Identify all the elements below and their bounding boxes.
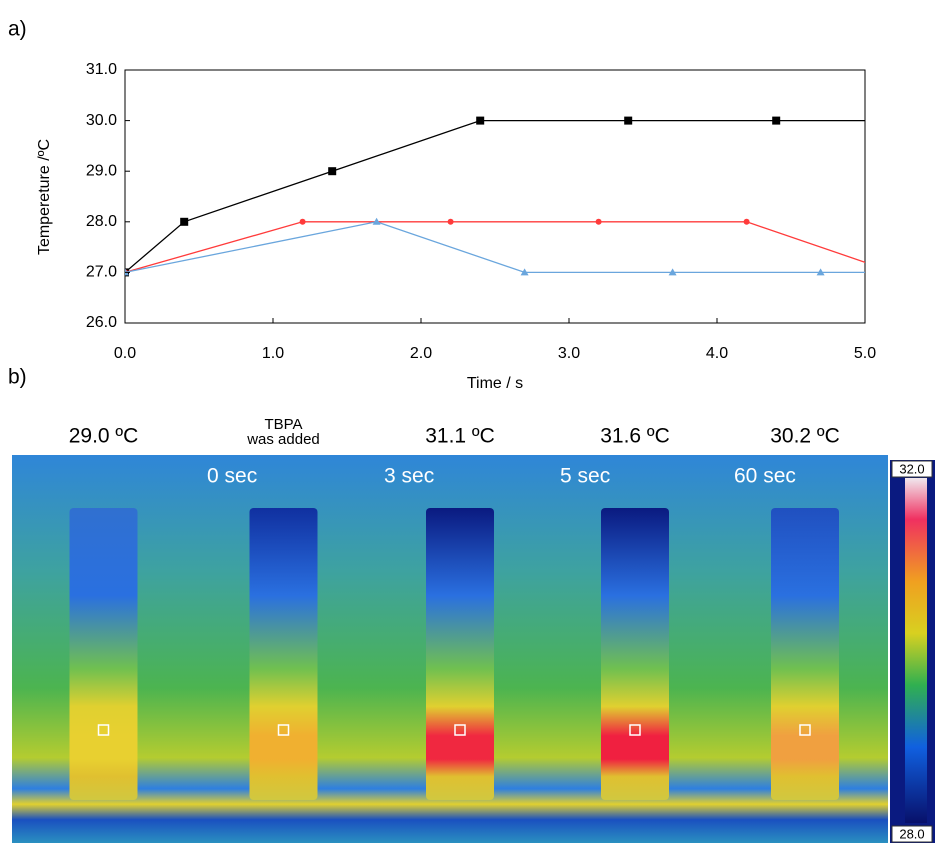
marker (892, 269, 898, 275)
plot-frame (124, 69, 866, 324)
plot-area (125, 116, 928, 277)
series-line (125, 221, 865, 274)
roi-marker (799, 724, 811, 736)
y-tick-label: 29.0 (86, 162, 117, 179)
x-tick-label: 4.0 (706, 345, 728, 362)
x-tick-label: 1.0 (262, 345, 284, 362)
scale-max: 32.0 (899, 461, 924, 476)
temperature-label: 30.2 ºC (770, 425, 840, 448)
roi-marker (629, 724, 641, 736)
scale-box (891, 825, 933, 843)
time-label: 60 sec (734, 465, 796, 488)
marker (743, 218, 750, 225)
marker (920, 117, 928, 125)
y-tick-label: 26.0 (86, 314, 117, 331)
series-line (125, 119, 865, 273)
series-line (125, 221, 865, 274)
temperature-label: 29.0 ºC (69, 425, 139, 448)
time-label: 3 sec (384, 465, 434, 488)
marker (372, 217, 381, 225)
vial (249, 508, 318, 800)
marker (624, 116, 633, 125)
x-tick-label: 0.0 (114, 345, 136, 362)
scale-box (891, 460, 933, 478)
y-tick-label: 31.0 (86, 61, 117, 78)
x-tick-label: 2.0 (410, 345, 432, 362)
caption: was added (246, 431, 320, 448)
vial (771, 508, 839, 800)
marker (447, 218, 454, 225)
marker (476, 116, 485, 125)
marker (299, 218, 306, 225)
roi-marker (454, 724, 466, 736)
vial (426, 508, 494, 800)
marker (328, 167, 337, 176)
marker (816, 268, 825, 276)
scale-min: 28.0 (899, 826, 924, 841)
time-label: 0 sec (207, 465, 257, 488)
time-label: 5 sec (560, 465, 610, 488)
temperature-label: 31.6 ºC (600, 425, 670, 448)
marker (180, 217, 189, 226)
thermal-images: 32.0 28.0 (12, 455, 935, 843)
temperature-label: 31.1 ºC (425, 425, 495, 448)
y-tick-label: 27.0 (86, 264, 117, 281)
color-bar (905, 478, 927, 823)
y-tick-label: 28.0 (86, 213, 117, 230)
roi-marker (277, 724, 290, 736)
roi-marker (97, 724, 110, 736)
panel-label: b) (8, 366, 27, 389)
y-axis-label: Tempereture /ºC (36, 139, 53, 255)
y-tick-label: 30.0 (86, 112, 117, 129)
caption: TBPA (264, 416, 302, 433)
marker (595, 218, 602, 225)
marker (668, 268, 677, 276)
x-axis-label: Time / s (467, 375, 523, 392)
marker (772, 116, 781, 125)
vial (601, 508, 669, 800)
panel-label: a) (8, 18, 27, 41)
vial (69, 508, 138, 800)
x-tick-label: 3.0 (558, 345, 580, 362)
marker (520, 268, 529, 276)
x-tick-label: 5.0 (854, 345, 876, 362)
